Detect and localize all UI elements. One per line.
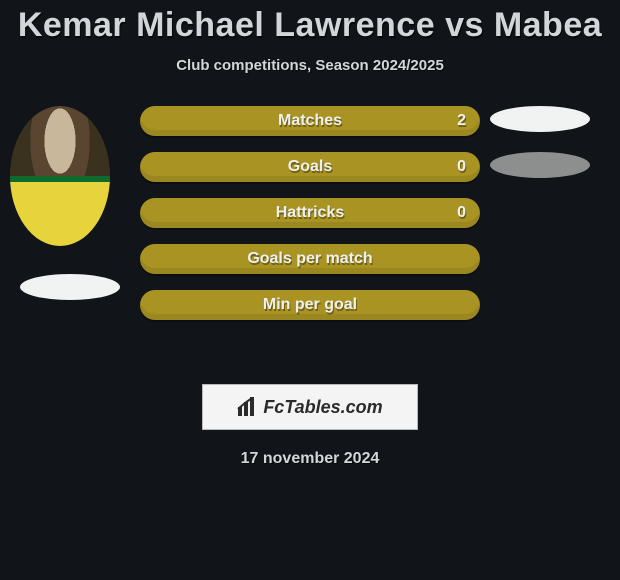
stat-bar-goals: Goals 0 <box>140 152 480 182</box>
subtitle: Club competitions, Season 2024/2025 <box>0 57 620 74</box>
fctables-logo[interactable]: FcTables.com <box>202 384 418 430</box>
page-title: Kemar Michael Lawrence vs Mabea <box>0 0 620 45</box>
stat-label: Min per goal <box>140 290 480 320</box>
right-pill-0 <box>490 106 590 132</box>
stat-label: Hattricks <box>140 198 480 228</box>
stat-value: 2 <box>457 106 466 136</box>
avatar-badge-number: 0 <box>48 222 72 240</box>
player-avatar: 0 <box>10 106 110 246</box>
left-name-pill <box>20 274 120 300</box>
right-pill-column <box>490 106 610 336</box>
stat-bar-min-per-goal: Min per goal <box>140 290 480 320</box>
stat-bar-matches: Matches 2 <box>140 106 480 136</box>
stat-bar-hattricks: Hattricks 0 <box>140 198 480 228</box>
date-text: 17 november 2024 <box>0 450 620 468</box>
bars-icon <box>237 397 259 417</box>
stat-value: 0 <box>457 198 466 228</box>
comparison-stage: 0 Matches 2 Goals 0 Hattricks 0 Goals pe… <box>0 106 620 366</box>
logo-text: FcTables.com <box>263 397 382 418</box>
right-pill-1 <box>490 152 590 178</box>
stat-bars: Matches 2 Goals 0 Hattricks 0 Goals per … <box>140 106 480 336</box>
stat-label: Goals <box>140 152 480 182</box>
stat-bar-goals-per-match: Goals per match <box>140 244 480 274</box>
stat-label: Goals per match <box>140 244 480 274</box>
stat-label: Matches <box>140 106 480 136</box>
stat-value: 0 <box>457 152 466 182</box>
